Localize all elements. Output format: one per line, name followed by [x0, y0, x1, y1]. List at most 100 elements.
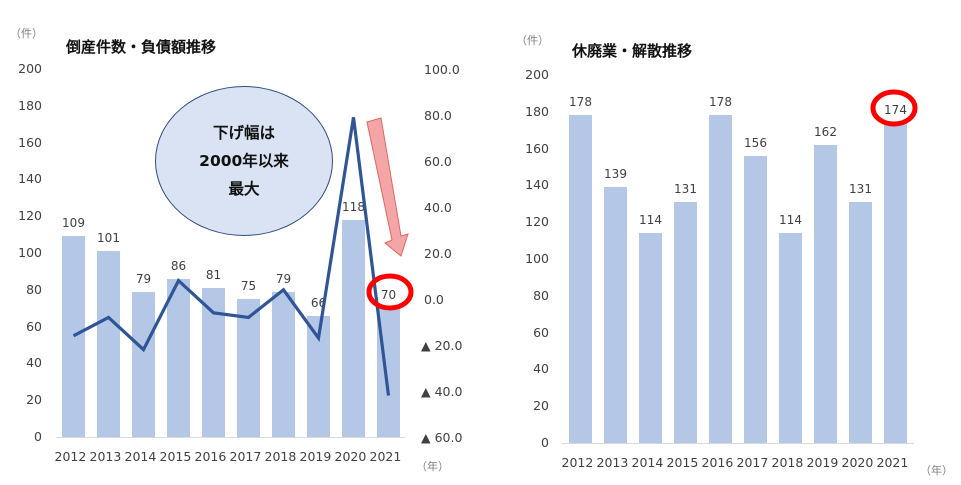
y2-tick: ▲ 20.0 [421, 338, 463, 353]
bar [62, 236, 85, 437]
y-tick: 120 [18, 208, 42, 224]
left-chart-title: 倒産件数・負債額推移 [66, 38, 217, 56]
bubble-line-2: 2000年以来 [199, 152, 289, 170]
y2-tick: ▲ 40.0 [421, 384, 463, 399]
data-label: 118 [342, 199, 365, 214]
y2-tick: 40.0 [424, 200, 452, 215]
x-tick: 2020 [841, 455, 874, 470]
bar [709, 115, 732, 443]
data-label: 86 [170, 258, 187, 273]
x-tick: 2016 [701, 455, 734, 470]
y-tick: 160 [525, 140, 549, 156]
bar [272, 291, 295, 437]
x-tick: 2016 [194, 449, 227, 464]
x-tick: 2018 [771, 455, 804, 470]
x-tick: 2013 [596, 455, 629, 470]
data-label: 81 [205, 267, 222, 282]
y-tick: 80 [26, 281, 42, 297]
data-label: 178 [569, 95, 592, 110]
y-tick: 160 [18, 134, 42, 150]
bar [167, 278, 190, 437]
data-label: 70 [380, 288, 397, 303]
x-tick: 2015 [666, 455, 699, 470]
y-tick: 140 [18, 171, 42, 187]
data-label: 114 [779, 213, 802, 228]
data-label: 79 [135, 271, 152, 286]
x-tick: 2015 [159, 449, 192, 464]
bar [744, 155, 767, 443]
y2-tick: 80.0 [424, 108, 452, 123]
x-tick: 2017 [736, 455, 769, 470]
x-tick: 2018 [264, 449, 297, 464]
x-tick: 2021 [369, 449, 402, 464]
data-label: 174 [884, 102, 907, 117]
data-label: 131 [849, 181, 872, 196]
y-tick: 20 [26, 392, 42, 408]
bar [779, 233, 802, 443]
bubble-line-1: 下げ幅は [212, 124, 275, 142]
bar [97, 251, 120, 437]
x-tick: 2014 [631, 455, 664, 470]
bar [849, 201, 872, 443]
data-label: 79 [275, 271, 292, 286]
bar [814, 144, 837, 443]
y-tick: 200 [18, 61, 42, 76]
bubble-line-3: 最大 [228, 180, 260, 198]
x-tick: 2013 [89, 449, 122, 464]
data-label: 75 [240, 279, 257, 293]
y-tick: 0 [34, 429, 42, 444]
left-y-unit: （件） [10, 27, 43, 40]
right-x-unit: （年） [920, 464, 953, 477]
bar [342, 219, 365, 437]
left-x-unit: （年） [416, 460, 449, 473]
y-tick: 20 [533, 398, 549, 414]
x-tick: 2021 [876, 455, 909, 470]
y2-tick: 20.0 [424, 246, 452, 261]
bar [674, 201, 697, 443]
y-tick: 140 [525, 177, 549, 193]
x-tick: 2012 [54, 449, 87, 464]
x-tick: 2012 [561, 455, 594, 470]
data-label: 131 [674, 181, 697, 196]
bar [569, 115, 592, 443]
y2-tick: 60.0 [424, 154, 452, 169]
y-tick: 180 [18, 97, 42, 113]
annotation-bubble: 下げ幅は 2000年以来 最大 [155, 86, 333, 236]
y-tick: 60 [533, 324, 549, 340]
bar [237, 299, 260, 437]
data-label: 114 [639, 213, 662, 228]
bar [202, 287, 225, 437]
y-tick: 100 [18, 245, 42, 260]
data-label: 109 [62, 216, 85, 231]
y-tick: 100 [525, 251, 549, 266]
bar [604, 187, 627, 443]
y2-tick: 100.0 [424, 62, 460, 77]
x-tick: 2019 [299, 449, 332, 464]
bar [307, 315, 330, 437]
y-tick: 0 [541, 435, 549, 450]
y-tick: 40 [26, 355, 42, 371]
y2-tick: 0.0 [424, 292, 444, 307]
data-label: 178 [709, 95, 732, 110]
y-tick: 200 [525, 67, 549, 82]
data-label: 162 [814, 124, 837, 139]
y-tick: 40 [533, 361, 549, 377]
x-tick: 2019 [806, 455, 839, 470]
x-tick: 2014 [124, 449, 157, 464]
x-tick: 2020 [334, 449, 367, 464]
data-label: 139 [604, 167, 627, 182]
bar [639, 233, 662, 443]
y2-tick: ▲ 60.0 [421, 430, 463, 445]
right-y-unit: （件） [516, 34, 549, 47]
y-tick: 60 [26, 318, 42, 334]
y-tick: 180 [525, 103, 549, 119]
y-tick: 120 [525, 214, 549, 230]
data-label: 156 [744, 135, 767, 150]
right-chart-title: 休廃業・解散推移 [572, 42, 693, 60]
y-tick: 80 [533, 287, 549, 303]
bar [884, 122, 907, 443]
data-label: 101 [97, 231, 120, 246]
x-tick: 2017 [229, 449, 262, 464]
